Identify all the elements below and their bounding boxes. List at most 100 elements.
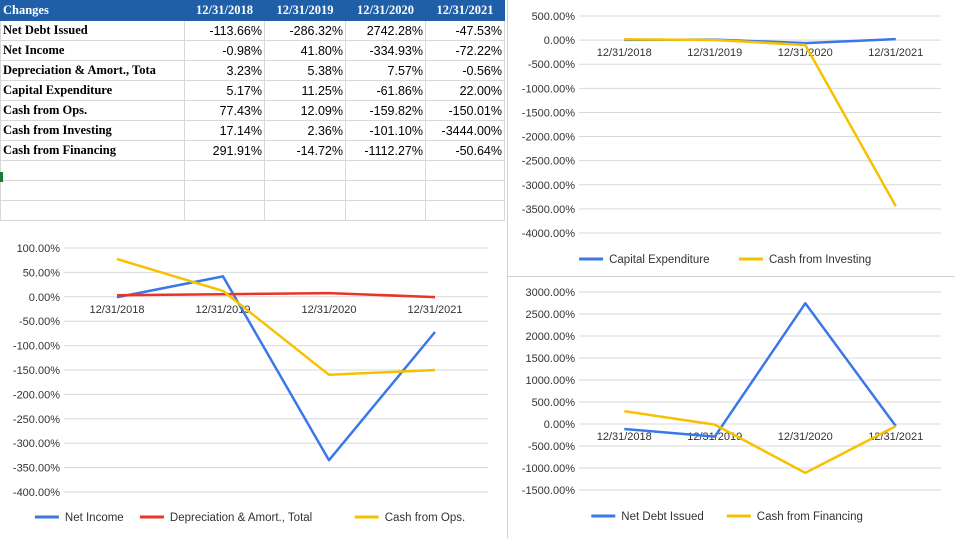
- empty-cell[interactable]: [0, 200, 185, 221]
- value-cell[interactable]: 11.25%: [264, 80, 346, 101]
- table-row: Capital Expenditure 5.17% 11.25% -61.86% 22.…: [0, 80, 505, 101]
- legend-label: Cash from Financing: [757, 511, 863, 523]
- value-cell[interactable]: -61.86%: [345, 80, 426, 101]
- y-tick-label: -50.00%: [19, 316, 60, 328]
- y-tick-label: 100.00%: [17, 243, 61, 255]
- row-label-cell[interactable]: Cash from Investing: [0, 120, 185, 141]
- table-row: Net Debt Issued -113.66% -286.32% 2742.28% -…: [0, 20, 505, 41]
- empty-cell[interactable]: [184, 160, 265, 181]
- value-cell[interactable]: 2742.28%: [345, 20, 426, 41]
- y-tick-label: -500.00%: [528, 59, 575, 71]
- empty-row: [0, 180, 505, 201]
- value-cell[interactable]: 5.38%: [264, 60, 346, 81]
- y-tick-label: -350.00%: [13, 463, 60, 475]
- x-tick-label: 12/31/2020: [301, 304, 356, 316]
- y-tick-label: 2000.00%: [525, 331, 575, 343]
- y-tick-label: 2500.00%: [525, 309, 575, 321]
- empty-cell[interactable]: [425, 180, 505, 201]
- value-cell[interactable]: -14.72%: [264, 140, 346, 161]
- empty-row: [0, 200, 505, 221]
- header-cell-date[interactable]: 12/31/2021: [425, 0, 505, 21]
- header-cell-label[interactable]: Changes: [0, 0, 185, 21]
- value-cell[interactable]: -72.22%: [425, 40, 505, 61]
- row-label-cell[interactable]: Capital Expenditure: [0, 80, 185, 101]
- y-tick-label: -500.00%: [528, 441, 575, 453]
- value-cell[interactable]: 2.36%: [264, 120, 346, 141]
- value-cell[interactable]: 291.91%: [184, 140, 265, 161]
- y-tick-label: -4000.00%: [522, 228, 575, 240]
- value-cell[interactable]: -50.64%: [425, 140, 505, 161]
- y-tick-label: -300.00%: [13, 438, 60, 450]
- value-cell[interactable]: 22.00%: [425, 80, 505, 101]
- x-tick-label: 12/31/2018: [89, 304, 144, 316]
- chart-financing[interactable]: 3000.00% 2500.00% 2000.00% 1500.00% 1000.00%…: [509, 278, 955, 538]
- y-tick-label: -150.00%: [13, 365, 60, 377]
- empty-cell[interactable]: [425, 200, 505, 221]
- empty-cell[interactable]: [345, 180, 426, 201]
- header-cell-date[interactable]: 12/31/2018: [184, 0, 265, 21]
- row-label-cell[interactable]: Cash from Financing: [0, 140, 185, 161]
- row-label-cell[interactable]: Net Debt Issued: [0, 20, 185, 41]
- table-row: Cash from Investing 17.14% 2.36% -101.10% -3…: [0, 120, 505, 141]
- header-cell-date[interactable]: 12/31/2019: [264, 0, 346, 21]
- table-row: Cash from Financing 291.91% -14.72% -1112.2…: [0, 140, 505, 161]
- empty-cell[interactable]: [0, 160, 185, 181]
- y-tick-label: 500.00%: [532, 11, 576, 23]
- series-line: [624, 302, 897, 438]
- value-cell[interactable]: -0.98%: [184, 40, 265, 61]
- row-label-cell[interactable]: Net Income: [0, 40, 185, 61]
- value-cell[interactable]: -3444.00%: [425, 120, 505, 141]
- value-cell[interactable]: 3.23%: [184, 60, 265, 81]
- empty-cell[interactable]: [345, 200, 426, 221]
- value-cell[interactable]: -1112.27%: [345, 140, 426, 161]
- value-cell[interactable]: 77.43%: [184, 100, 265, 121]
- y-tick-label: 50.00%: [23, 267, 61, 279]
- spreadsheet-area: Changes 12/31/2018 12/31/2019 12/31/2020 12/…: [0, 0, 505, 240]
- empty-cell[interactable]: [264, 200, 346, 221]
- value-cell[interactable]: -113.66%: [184, 20, 265, 41]
- row-label-cell[interactable]: Depreciation & Amort., Tota: [0, 60, 185, 81]
- empty-cell[interactable]: [264, 180, 346, 201]
- empty-cell[interactable]: [184, 200, 265, 221]
- chart-operations[interactable]: 100.00% 50.00% 0.00% -50.00% -100.00% -150.00…: [0, 240, 505, 538]
- row-label-cell[interactable]: Cash from Ops.: [0, 100, 185, 121]
- chart-investing[interactable]: 500.00% 0.00% -500.00% -1000.00% -1500.00% -2…: [509, 0, 955, 274]
- y-tick-label: -2500.00%: [522, 156, 575, 168]
- series-line: [624, 409, 897, 475]
- value-cell[interactable]: 7.57%: [345, 60, 426, 81]
- y-tick-label: -1000.00%: [522, 83, 575, 95]
- value-cell[interactable]: 41.80%: [264, 40, 346, 61]
- value-cell[interactable]: -286.32%: [264, 20, 346, 41]
- value-cell[interactable]: 17.14%: [184, 120, 265, 141]
- value-cell[interactable]: -150.01%: [425, 100, 505, 121]
- y-tick-label: -3500.00%: [522, 204, 575, 216]
- series-line: [116, 291, 436, 299]
- table-row: Depreciation & Amort., Tota 3.23% 5.38% 7.5…: [0, 60, 505, 81]
- y-tick-label: -100.00%: [13, 341, 60, 353]
- value-cell[interactable]: 12.09%: [264, 100, 346, 121]
- chart-operations-svg: 100.00% 50.00% 0.00% -50.00% -100.00% -150.00…: [13, 243, 488, 524]
- value-cell[interactable]: -101.10%: [345, 120, 426, 141]
- y-tick-label: -400.00%: [13, 487, 60, 499]
- value-cell[interactable]: -0.56%: [425, 60, 505, 81]
- table-header-row: Changes 12/31/2018 12/31/2019 12/31/2020 12/…: [0, 0, 505, 21]
- value-cell[interactable]: -47.53%: [425, 20, 505, 41]
- value-cell[interactable]: -159.82%: [345, 100, 426, 121]
- y-tick-label: -2000.00%: [522, 132, 575, 144]
- empty-cell[interactable]: [184, 180, 265, 201]
- y-tick-label: 500.00%: [532, 397, 576, 409]
- x-tick-label: 12/31/2021: [407, 304, 462, 316]
- header-cell-date[interactable]: 12/31/2020: [345, 0, 426, 21]
- pane-divider-vertical: [507, 0, 508, 538]
- empty-cell[interactable]: [264, 160, 346, 181]
- legend-label: Net Income: [65, 512, 124, 524]
- table-row: Cash from Ops. 77.43% 12.09% -159.82% -150.0…: [0, 100, 505, 121]
- empty-cell[interactable]: [345, 160, 426, 181]
- x-tick-label: 12/31/2020: [778, 431, 833, 443]
- value-cell[interactable]: 5.17%: [184, 80, 265, 101]
- value-cell[interactable]: -334.93%: [345, 40, 426, 61]
- empty-cell[interactable]: [425, 160, 505, 181]
- y-tick-label: -1500.00%: [522, 107, 575, 119]
- x-tick-label: 12/31/2019: [687, 47, 742, 59]
- empty-cell[interactable]: [0, 180, 185, 201]
